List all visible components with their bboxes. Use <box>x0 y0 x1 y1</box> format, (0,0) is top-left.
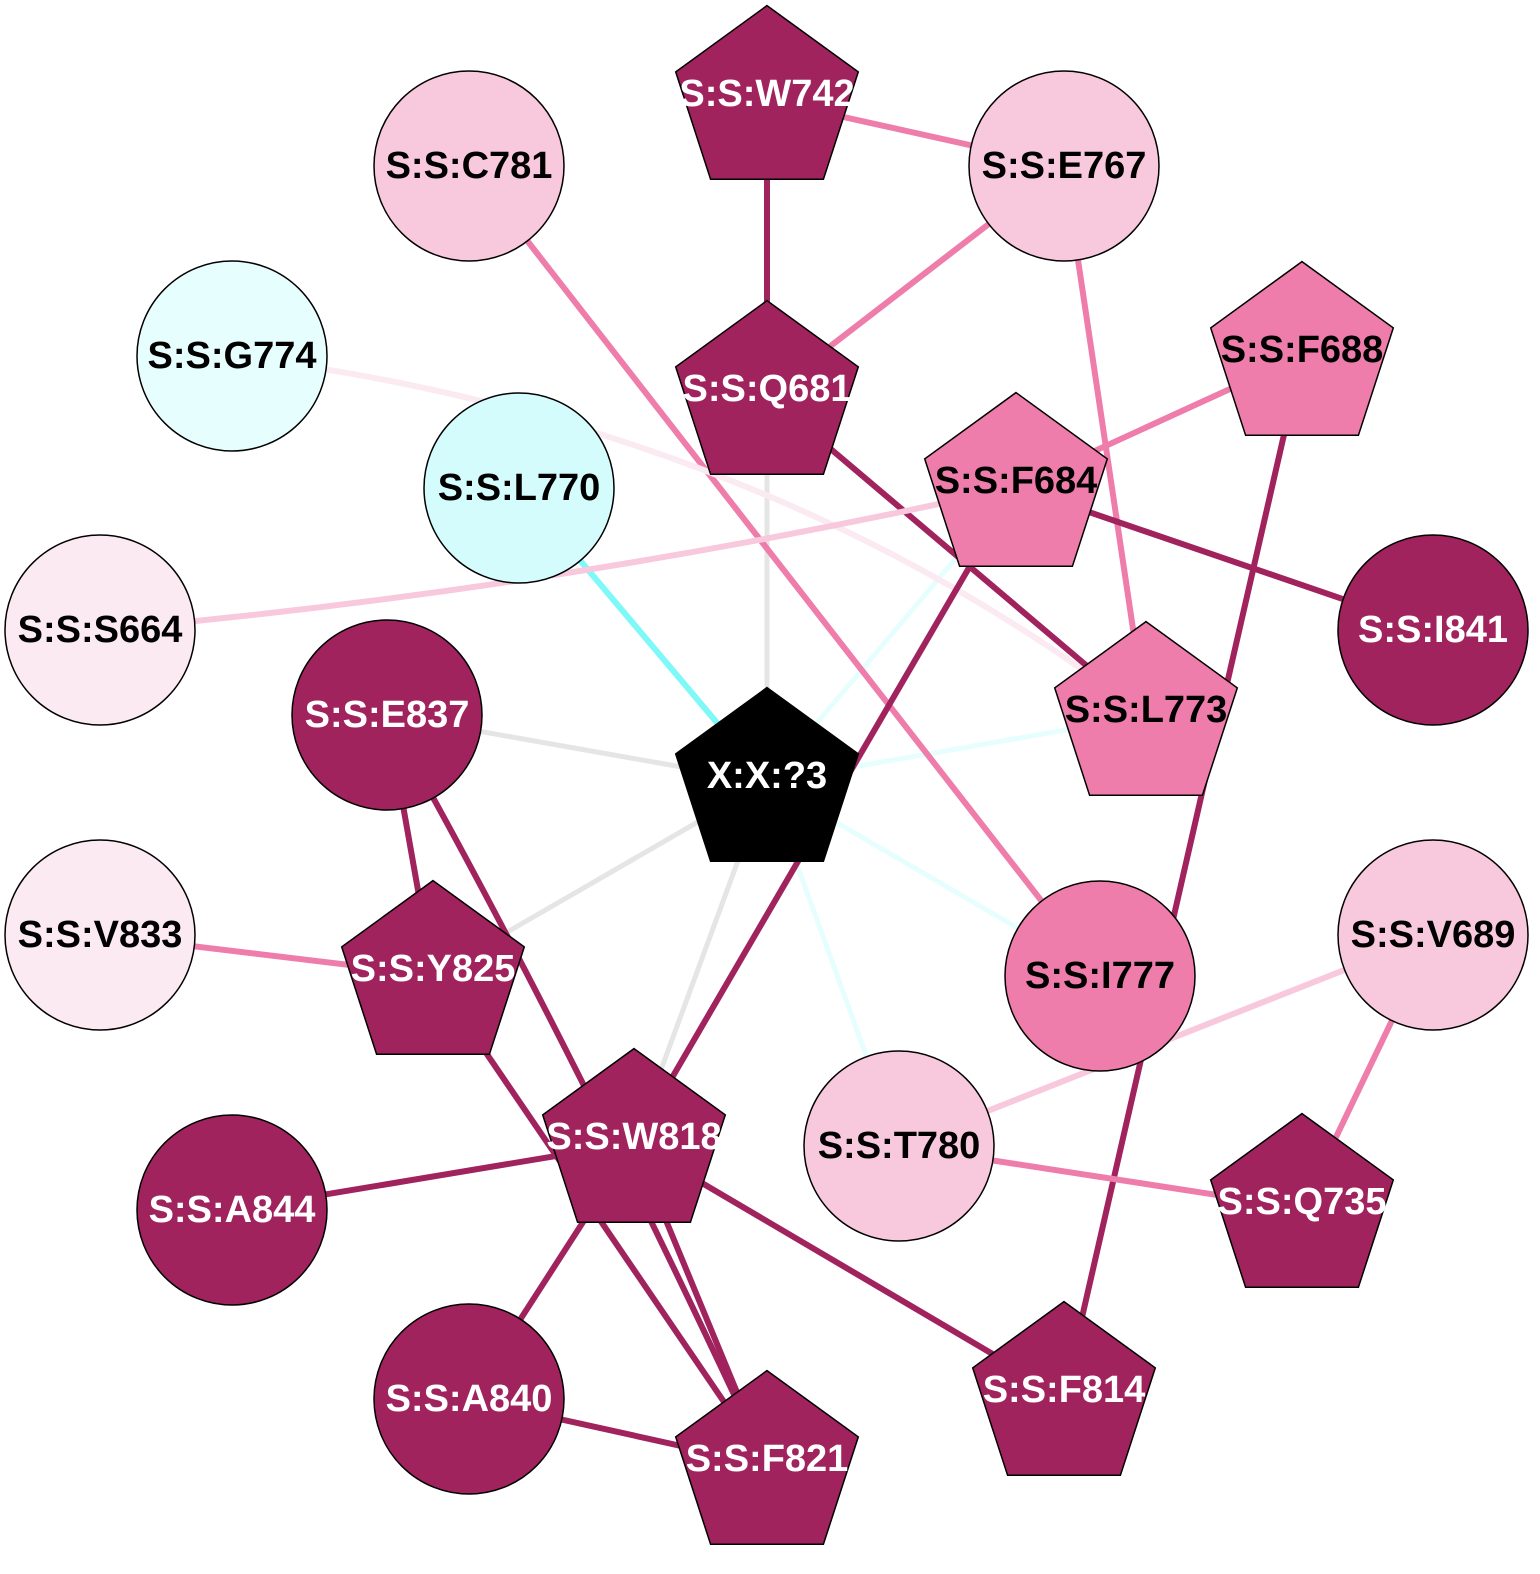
node-s-s-i841[interactable]: S:S:I841 <box>1337 534 1529 726</box>
node-circle-shape <box>373 70 565 262</box>
node-pentagon-shape <box>971 1300 1157 1477</box>
node-label: S:S:I777 <box>1025 955 1175 997</box>
edge-s-s-f688-to-s-s-f814 <box>1061 353 1305 1399</box>
node-pentagon-shape <box>340 879 526 1056</box>
node-pentagon-shape <box>674 1369 860 1546</box>
node-s-s-v689[interactable]: S:S:V689 <box>1337 839 1529 1031</box>
node-s-s-s664[interactable]: S:S:S664 <box>4 534 196 726</box>
node-circle-shape <box>1337 839 1529 1031</box>
node-label: S:S:Y825 <box>351 948 516 990</box>
node-label: S:S:S664 <box>18 609 183 651</box>
node-circle-shape <box>4 534 196 726</box>
node-circle-shape <box>373 1303 565 1495</box>
node-pentagon-shape <box>1053 620 1239 797</box>
node-label: S:S:Q681 <box>683 368 852 410</box>
node-s-s-e767[interactable]: S:S:E767 <box>968 70 1160 262</box>
node-label: S:S:F821 <box>686 1438 849 1480</box>
node-circle-shape <box>1337 534 1529 726</box>
node-s-s-l773[interactable]: S:S:L773 <box>1053 620 1239 797</box>
node-circle-shape <box>423 392 615 584</box>
node-s-s-t780[interactable]: S:S:T780 <box>803 1050 995 1242</box>
node-s-s-l770[interactable]: S:S:L770 <box>423 392 615 584</box>
node-s-s-a840[interactable]: S:S:A840 <box>373 1303 565 1495</box>
node-s-s-q681[interactable]: S:S:Q681 <box>674 299 860 476</box>
node-label: S:S:W742 <box>679 73 854 115</box>
node-circle-shape <box>4 839 196 1031</box>
edge-s-s-e837-to-s-s-f821 <box>384 712 770 1468</box>
node-s-s-e837[interactable]: S:S:E837 <box>291 619 483 811</box>
node-label: S:S:L770 <box>438 467 601 509</box>
node-label: X:X:?3 <box>707 755 827 797</box>
node-s-s-f821[interactable]: S:S:F821 <box>674 1369 860 1546</box>
edge-s-s-g774-to-s-s-l773 <box>229 353 1149 719</box>
node-pentagon-shape <box>1209 1112 1395 1289</box>
node-layer: S:S:W742 S:S:C781 S:S:E767 S:S:G774 S:S:Q681… <box>4 4 1529 1546</box>
node-label: S:S:F814 <box>983 1369 1146 1411</box>
node-circle-shape <box>803 1050 995 1242</box>
node-pentagon-shape <box>674 4 860 181</box>
node-label: S:S:T780 <box>818 1125 981 1167</box>
node-circle-shape <box>1004 880 1196 1072</box>
node-label: S:S:G774 <box>148 335 317 377</box>
node-label: S:S:F684 <box>935 460 1098 502</box>
node-s-s-g774[interactable]: S:S:G774 <box>136 260 328 452</box>
node-label: S:S:I841 <box>1358 609 1508 651</box>
node-s-s-w818[interactable]: S:S:W818 <box>541 1047 727 1224</box>
node-label: S:S:C781 <box>386 145 553 187</box>
node-label: S:S:W818 <box>546 1116 721 1158</box>
node-circle-shape <box>291 619 483 811</box>
node-pentagon-shape <box>1209 260 1395 437</box>
node-label: S:S:F688 <box>1221 329 1384 371</box>
node-label: S:S:A840 <box>386 1378 553 1420</box>
node-s-s-f684[interactable]: S:S:F684 <box>923 391 1109 568</box>
node-pentagon-shape <box>541 1047 727 1224</box>
node-circle-shape <box>136 260 328 452</box>
node-s-s-f814[interactable]: S:S:F814 <box>971 1300 1157 1477</box>
node-label: S:S:E767 <box>982 145 1147 187</box>
node-label: S:S:Q735 <box>1218 1181 1387 1223</box>
node-label: S:S:A844 <box>149 1189 316 1231</box>
node-s-s-y825[interactable]: S:S:Y825 <box>340 879 526 1056</box>
node-s-s-v833[interactable]: S:S:V833 <box>4 839 196 1031</box>
node-s-s-q735[interactable]: S:S:Q735 <box>1209 1112 1395 1289</box>
node-s-s-a844[interactable]: S:S:A844 <box>136 1114 328 1306</box>
node-s-s-w742[interactable]: S:S:W742 <box>674 4 860 181</box>
node-circle-shape <box>136 1114 328 1306</box>
node-label: S:S:E837 <box>305 694 470 736</box>
node-pentagon-shape <box>923 391 1109 568</box>
node-label: S:S:V689 <box>1351 914 1516 956</box>
node-s-s-f688[interactable]: S:S:F688 <box>1209 260 1395 437</box>
node-x-x-3[interactable]: X:X:?3 <box>674 686 860 863</box>
node-circle-shape <box>968 70 1160 262</box>
node-label: S:S:L773 <box>1065 689 1228 731</box>
node-pentagon-shape <box>674 299 860 476</box>
node-pentagon-shape <box>674 686 860 863</box>
node-s-s-c781[interactable]: S:S:C781 <box>373 70 565 262</box>
node-s-s-i777[interactable]: S:S:I777 <box>1004 880 1196 1072</box>
edge-s-s-c781-to-s-s-i777 <box>466 163 1103 979</box>
node-label: S:S:V833 <box>18 914 183 956</box>
